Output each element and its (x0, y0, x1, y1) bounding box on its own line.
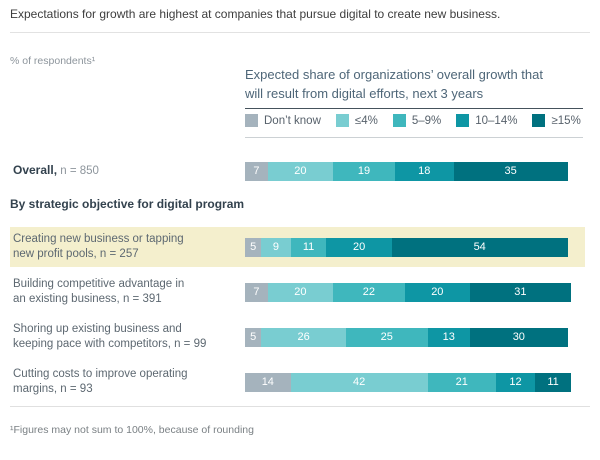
bar-segment: 7 (245, 161, 268, 181)
overall-label-bold: Overall, (13, 163, 58, 178)
row-label-line: Building competitive advantage in (13, 278, 185, 291)
legend-item: ≤4% (335, 114, 378, 127)
bar-segment: 20 (267, 161, 333, 181)
axis-note: % of respondents¹ (10, 55, 96, 67)
stacked-bar: 7 20 22 20 31 (245, 282, 571, 302)
row-label-line: Cutting costs to improve operating (13, 368, 188, 381)
legend: Don’t know ≤4% 5–9% 10–14% ≥15% (245, 114, 581, 127)
bar-segment: 30 (469, 327, 568, 347)
bar-segment: 31 (469, 282, 571, 302)
footnote: ¹Figures may not sum to 100%, because of… (10, 424, 254, 436)
bar-segment: 21 (427, 372, 496, 392)
legend-item: ≥15% (532, 114, 581, 127)
legend-label: ≥15% (551, 114, 581, 127)
row-label-line: keeping pace with competitors, n = 99 (13, 338, 207, 350)
bar-segment: 9 (261, 237, 291, 257)
chart-header-line1: Expected share of organizations’ overall… (245, 67, 543, 82)
stacked-bar: 14 42 21 12 11 (245, 372, 571, 392)
row-label: Overall, n = 850 (10, 163, 245, 179)
legend-item: Don’t know (245, 114, 321, 127)
legend-label: Don’t know (264, 114, 321, 127)
chart-row-highlighted: Creating new business or tapping new prof… (10, 227, 585, 267)
bar-segment: 12 (495, 372, 536, 392)
row-label-line: margins, n = 93 (13, 383, 93, 395)
bar-segment: 54 (391, 237, 568, 257)
section-header: By strategic objective for digital progr… (10, 197, 245, 211)
stacked-bar: 7 20 19 18 35 (245, 161, 571, 181)
bar-segment: 7 (245, 282, 268, 302)
row-label-line: an existing business, n = 391 (13, 293, 162, 305)
legend-swatch-icon (532, 114, 546, 127)
overall-bar-slot: 7 20 19 18 35 (245, 161, 571, 181)
row-label: Cutting costs to improve operating margin… (10, 367, 245, 397)
bar-segment: 25 (346, 327, 428, 347)
legend-item: 5–9% (392, 114, 442, 127)
bar-segment: 35 (453, 161, 568, 181)
bar-segment: 20 (404, 282, 470, 302)
bar-segment: 5 (245, 237, 262, 257)
overall-row: Overall, n = 850 7 20 19 18 35 (10, 158, 585, 184)
overall-label-sample-size: n = 850 (60, 165, 99, 178)
bar-segment: 20 (267, 282, 333, 302)
bar-segment: 18 (394, 161, 454, 181)
bottom-divider (10, 406, 590, 407)
bar-segment: 5 (245, 327, 262, 347)
bar-segment: 22 (333, 282, 405, 302)
stacked-bar: 5 26 25 13 30 (245, 327, 571, 347)
bar-segment: 14 (245, 372, 291, 392)
bar-segment: 26 (261, 327, 347, 347)
legend-label: ≤4% (354, 114, 378, 127)
legend-top-rule (245, 108, 583, 109)
row-label-line: Shoring up existing business and (13, 323, 182, 336)
legend-label: 10–14% (475, 114, 518, 127)
exhibit-title: Expectations for growth are highest at c… (10, 7, 501, 21)
bar-segment: 13 (427, 327, 470, 347)
chart-row: Building competitive advantage in an exis… (10, 272, 585, 312)
bar-segment: 20 (326, 237, 392, 257)
stacked-bar: 5 9 11 20 54 (245, 237, 571, 257)
bar-segment: 11 (535, 372, 571, 392)
top-divider (10, 32, 590, 33)
row-label: Shoring up existing business and keeping … (10, 322, 245, 352)
chart-row: Shoring up existing business and keeping … (10, 317, 585, 357)
bar-segment: 19 (333, 161, 395, 181)
chart-header-line2: will result from digital efforts, next 3… (245, 85, 484, 101)
chart-header: Expected share of organizations’ overall… (245, 66, 590, 104)
legend-swatch-icon (335, 114, 349, 127)
row-label-line: Creating new business or tapping (13, 233, 184, 246)
legend-swatch-icon (456, 114, 470, 127)
legend-swatch-icon (392, 114, 406, 127)
row-label: Creating new business or tapping new prof… (10, 232, 245, 262)
chart-row: Cutting costs to improve operating margin… (10, 362, 585, 402)
legend-item: 10–14% (456, 114, 517, 127)
row-label: Building competitive advantage in an exis… (10, 277, 245, 307)
bar-segment: 42 (290, 372, 428, 392)
objective-rows: Creating new business or tapping new prof… (10, 227, 585, 407)
bar-segment: 11 (290, 237, 327, 257)
legend-bottom-rule (245, 137, 583, 138)
legend-swatch-icon (245, 114, 258, 127)
legend-label: 5–9% (411, 114, 442, 127)
row-label-line: new profit pools, n = 257 (13, 248, 139, 260)
